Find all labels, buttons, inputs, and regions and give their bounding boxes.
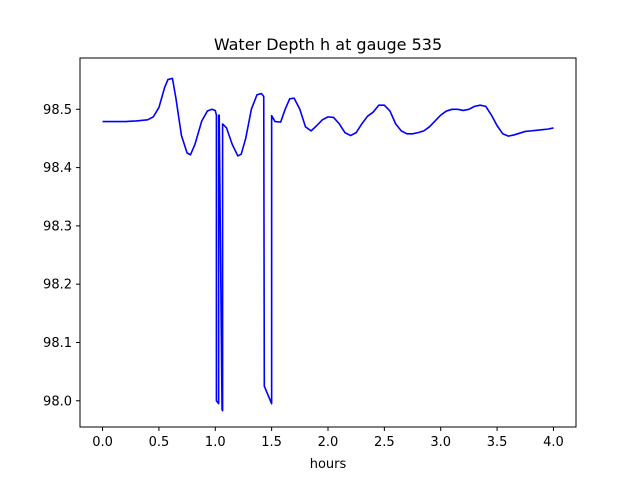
series-group bbox=[102, 77, 554, 412]
y-tick-label: 98.0 bbox=[43, 394, 72, 409]
plot-area bbox=[79, 57, 577, 428]
x-tick-label: 3.0 bbox=[430, 435, 451, 450]
x-tick-label: 1.0 bbox=[205, 435, 226, 450]
x-tick-label: 2.5 bbox=[374, 435, 395, 450]
series-line-0 bbox=[102, 77, 554, 412]
x-tick-label: 1.5 bbox=[261, 435, 282, 450]
y-tick-label: 98.2 bbox=[43, 278, 72, 293]
y-tick-label: 98.3 bbox=[43, 219, 72, 234]
x-axis: 0.0 0.5 1.0 1.5 2.0 2.5 3.0 3.5 4.0 bbox=[92, 427, 564, 450]
y-tick-label: 98.1 bbox=[43, 336, 72, 351]
chart-title: Water Depth h at gauge 535 bbox=[214, 35, 442, 54]
y-tick-label: 98.4 bbox=[43, 161, 72, 176]
x-tick-label: 3.5 bbox=[487, 435, 508, 450]
x-tick-label: 2.0 bbox=[318, 435, 339, 450]
x-tick-label: 0.5 bbox=[149, 435, 170, 450]
x-tick-label: 4.0 bbox=[543, 435, 564, 450]
x-tick-label: 0.0 bbox=[92, 435, 113, 450]
y-tick-label: 98.5 bbox=[43, 103, 72, 118]
y-axis: 98.0 98.1 98.2 98.3 98.4 98.5 bbox=[43, 103, 80, 409]
x-axis-label: hours bbox=[310, 457, 347, 472]
plot-background bbox=[80, 58, 576, 427]
